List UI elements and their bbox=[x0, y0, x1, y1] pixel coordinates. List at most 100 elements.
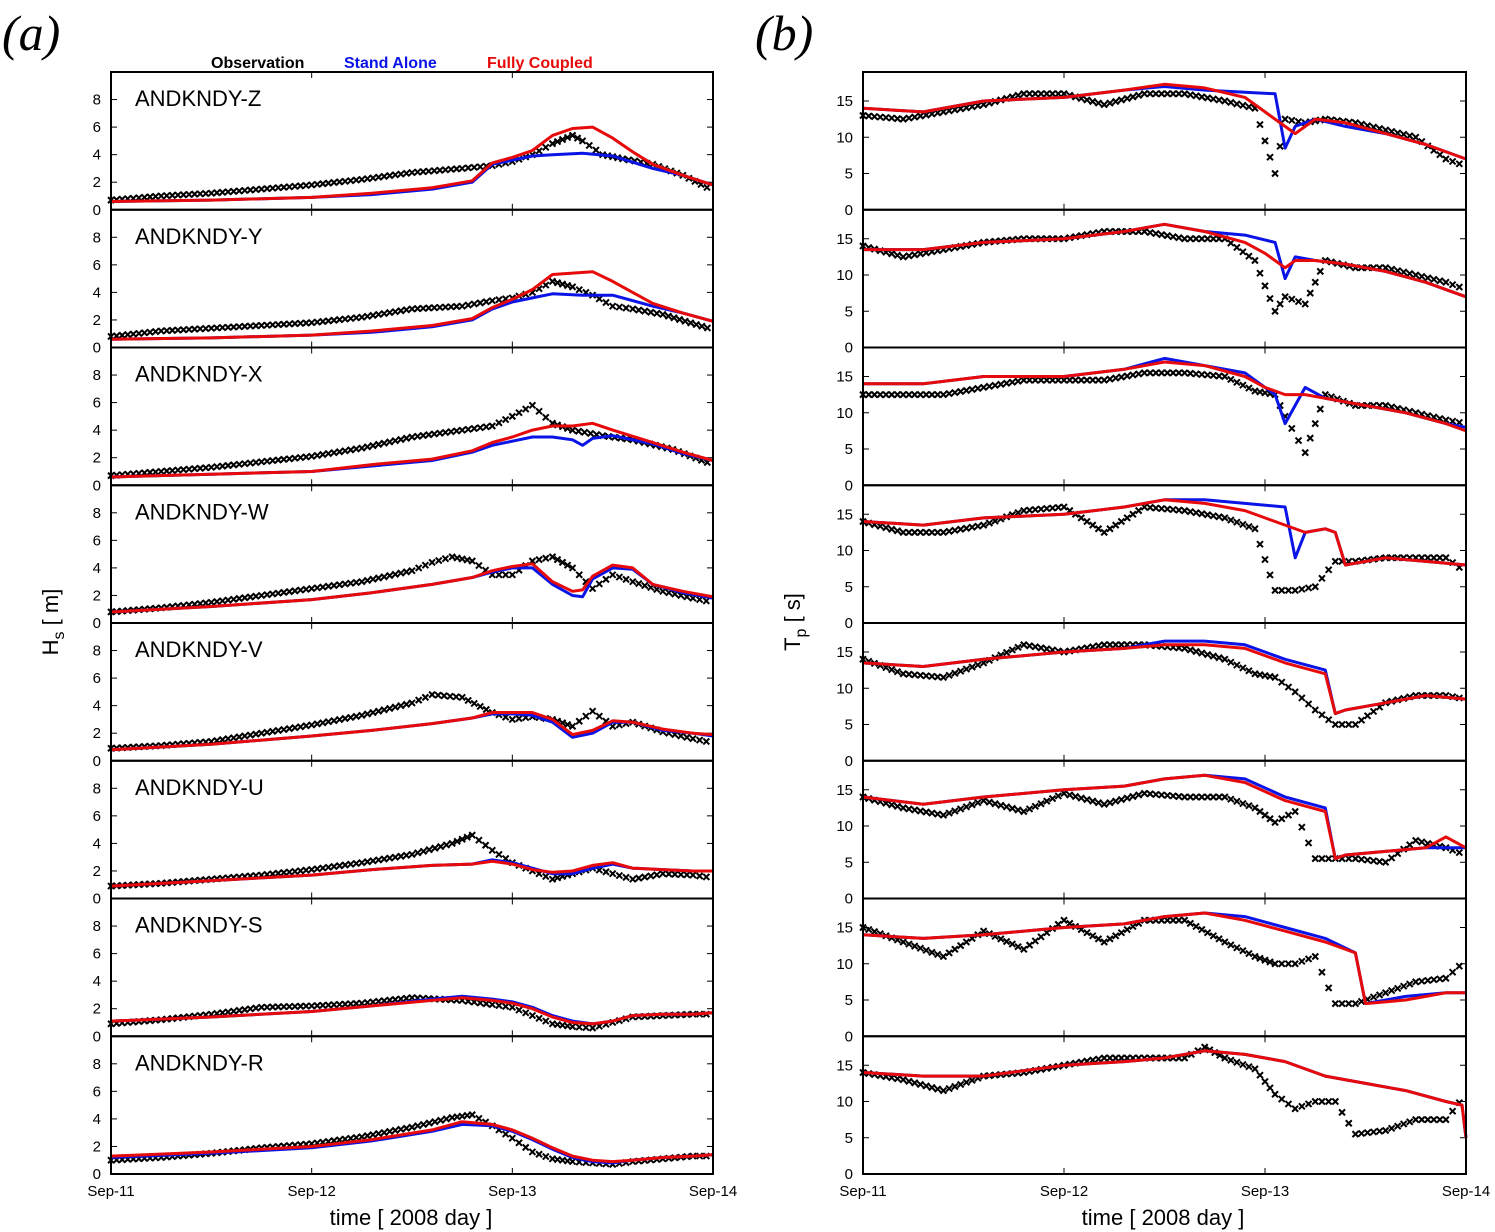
observation-marker bbox=[241, 594, 249, 602]
observation-marker bbox=[482, 298, 490, 306]
observation-marker bbox=[1163, 231, 1172, 240]
observation-marker bbox=[1271, 818, 1279, 827]
legend-fully-coupled: Fully Coupled bbox=[487, 55, 593, 72]
observation-marker bbox=[1180, 90, 1189, 98]
observation-marker bbox=[905, 252, 913, 260]
observation-marker bbox=[586, 429, 595, 438]
legend-stand-alone: Stand Alone bbox=[344, 55, 437, 72]
observation-marker bbox=[385, 438, 394, 446]
observation-marker bbox=[1338, 999, 1346, 1008]
observation-marker bbox=[888, 390, 896, 399]
observation-marker bbox=[385, 171, 394, 180]
observation-marker bbox=[563, 561, 572, 569]
observation-marker bbox=[664, 312, 673, 320]
observation-marker bbox=[933, 810, 942, 818]
observation-marker bbox=[1455, 160, 1464, 168]
observation-marker bbox=[641, 307, 649, 315]
observation-marker bbox=[252, 185, 260, 194]
observation-marker bbox=[442, 841, 451, 849]
y-tick-label: 4 bbox=[93, 698, 101, 715]
observation-marker bbox=[1357, 855, 1366, 864]
observation-marker bbox=[956, 525, 965, 533]
observation-marker bbox=[1221, 514, 1229, 522]
observation-marker bbox=[968, 801, 976, 809]
observation-marker bbox=[1381, 989, 1390, 997]
observation-marker bbox=[302, 866, 310, 874]
observation-marker bbox=[956, 1080, 965, 1089]
observation-marker bbox=[263, 1003, 271, 1011]
y-tick-label: 2 bbox=[93, 863, 101, 880]
observation-marker bbox=[1406, 980, 1414, 988]
observation-marker bbox=[369, 174, 377, 182]
observation-marker bbox=[899, 670, 907, 678]
observation-marker bbox=[1043, 90, 1051, 98]
observation-marker bbox=[1146, 369, 1154, 377]
observation-marker bbox=[369, 708, 377, 717]
observation-marker bbox=[1233, 1058, 1241, 1067]
observation-marker bbox=[951, 669, 959, 677]
subplot-frame bbox=[862, 759, 1467, 900]
observation-marker bbox=[425, 431, 433, 439]
subplot-b-andkndy-r: 0 5 10 15 bbox=[836, 1035, 1468, 1183]
observation-marker bbox=[1239, 101, 1247, 110]
observation-marker bbox=[1169, 916, 1177, 924]
observation-marker bbox=[448, 553, 456, 561]
observation-marker bbox=[681, 317, 689, 325]
y-tick-label: 8 bbox=[93, 367, 101, 384]
observation-marker bbox=[346, 579, 355, 587]
observation-marker bbox=[985, 382, 994, 391]
observation-marker bbox=[268, 184, 277, 192]
observation-marker bbox=[252, 730, 260, 738]
subplot-frame bbox=[862, 346, 1467, 487]
observation-marker bbox=[1157, 90, 1166, 98]
observation-marker bbox=[951, 526, 959, 535]
observation-marker bbox=[385, 308, 394, 317]
observation-marker bbox=[363, 710, 372, 718]
observation-marker bbox=[542, 554, 550, 562]
observation-marker bbox=[916, 528, 925, 537]
fully-coupled-line bbox=[863, 360, 1467, 433]
observation-marker bbox=[893, 667, 902, 676]
y-tick-label: 10 bbox=[836, 129, 853, 146]
observation-marker bbox=[1239, 1060, 1247, 1069]
stand-alone-line bbox=[110, 1122, 714, 1165]
observation-marker bbox=[202, 599, 210, 607]
observation-marker bbox=[677, 732, 685, 740]
observation-marker bbox=[1152, 229, 1160, 238]
observation-marker bbox=[313, 180, 321, 189]
observation-marker bbox=[307, 452, 316, 461]
observation-marker bbox=[358, 858, 366, 867]
observation-marker bbox=[1008, 646, 1017, 654]
observation-marker bbox=[1393, 1122, 1402, 1130]
observation-marker bbox=[1301, 300, 1309, 308]
observation-marker bbox=[319, 719, 327, 727]
observation-marker bbox=[1175, 90, 1183, 98]
observation-marker bbox=[257, 185, 266, 193]
observation-marker bbox=[285, 455, 294, 463]
observation-marker bbox=[1192, 92, 1200, 100]
observation-marker bbox=[1169, 232, 1177, 241]
observation-marker bbox=[1278, 678, 1286, 686]
observation-marker bbox=[1221, 1054, 1229, 1062]
observation-marker bbox=[1094, 525, 1103, 533]
x-tick-label: Sep-12 bbox=[287, 1183, 335, 1200]
observation-marker bbox=[1215, 793, 1223, 801]
observation-marker bbox=[1221, 97, 1229, 105]
observation-marker bbox=[1198, 510, 1206, 518]
observation-marker bbox=[307, 181, 316, 189]
observation-marker bbox=[408, 850, 416, 859]
observation-marker bbox=[488, 1000, 496, 1009]
observation-marker bbox=[893, 802, 902, 811]
observation-marker bbox=[1316, 405, 1324, 413]
observation-marker bbox=[1251, 256, 1259, 265]
observation-marker bbox=[352, 176, 360, 184]
observation-marker bbox=[910, 1079, 919, 1087]
observation-marker bbox=[1430, 1115, 1438, 1124]
observation-marker bbox=[1100, 528, 1108, 537]
panel-b-plots: 0 5 10 15 0 5 10 15 0 5 10 15 0 5 10 15 0 5 10 15 0 5 10 15 0 5 10… bbox=[836, 71, 1490, 1200]
observation-marker bbox=[1387, 986, 1396, 995]
observation-marker bbox=[1284, 1100, 1293, 1108]
x-tick-label: Sep-11 bbox=[87, 1183, 134, 1200]
observation-marker bbox=[1215, 653, 1223, 662]
observation-marker bbox=[458, 426, 466, 434]
